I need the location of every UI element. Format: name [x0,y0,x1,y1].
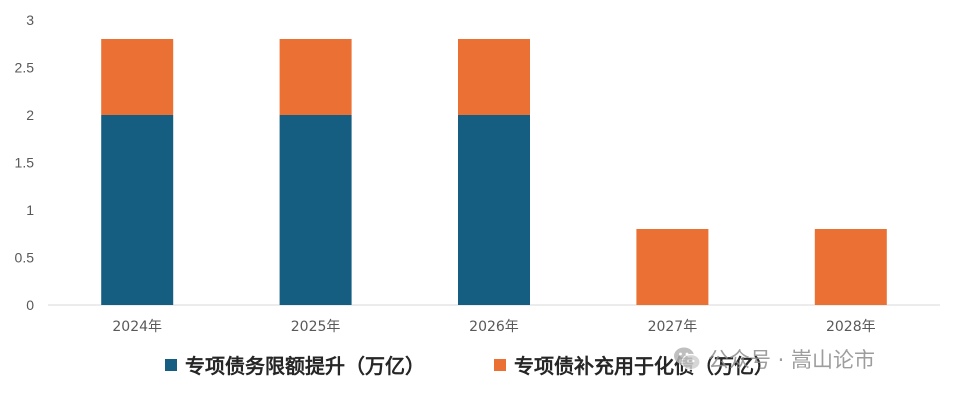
legend-label-series-1: 专项债务限额提升（万亿） [185,354,425,378]
x-tick-label: 2024年 [112,319,162,335]
y-tick-label: 0 [26,297,34,313]
bar-series-2-3 [458,39,530,115]
legend: 专项债务限额提升（万亿） 专项债补充用于化债（万亿） [0,350,960,386]
legend-label-series-2: 专项债补充用于化债（万亿） [514,354,774,378]
bar-series-2-4 [636,229,709,305]
wechat-icon [674,347,701,371]
bar-series-1-3 [458,115,530,305]
bar-series-2-2 [279,39,352,115]
legend-item-series-2: 专项债补充用于化债（万亿） [494,350,774,379]
x-axis: 2024年 2025年 2026年 2027年 2028年 [112,319,875,335]
y-axis: 0 0.5 1 1.5 2 2.5 3 [15,12,35,313]
bar-series-1-2 [279,115,352,305]
watermark: 公众号 · 嵩山论市 [672,344,875,374]
y-tick-label: 1.5 [15,155,35,171]
bar-series-1-1 [101,115,174,305]
y-tick-label: 2.5 [15,60,35,76]
y-tick-label: 1 [26,202,34,218]
y-tick-label: 0.5 [15,250,35,266]
legend-item-series-1: 专项债务限额提升（万亿） [165,350,425,379]
bar-series-2-1 [101,39,174,115]
x-tick-label: 2028年 [826,319,876,335]
x-tick-label: 2025年 [291,319,341,335]
bar-series-2-5 [814,229,887,305]
legend-swatch-series-1 [165,358,177,371]
y-tick-label: 3 [26,12,34,28]
bars [101,39,887,305]
y-tick-label: 2 [26,107,34,123]
bar-chart: 0 0.5 1 1.5 2 2.5 3 2024年 2025年 2026年 2027年 2028年 [15,12,940,335]
legend-swatch-series-2 [494,358,506,371]
x-tick-label: 2027年 [648,319,698,335]
x-tick-label: 2026年 [469,319,519,335]
watermark-text: 公众号 · 嵩山论市 [708,348,876,372]
